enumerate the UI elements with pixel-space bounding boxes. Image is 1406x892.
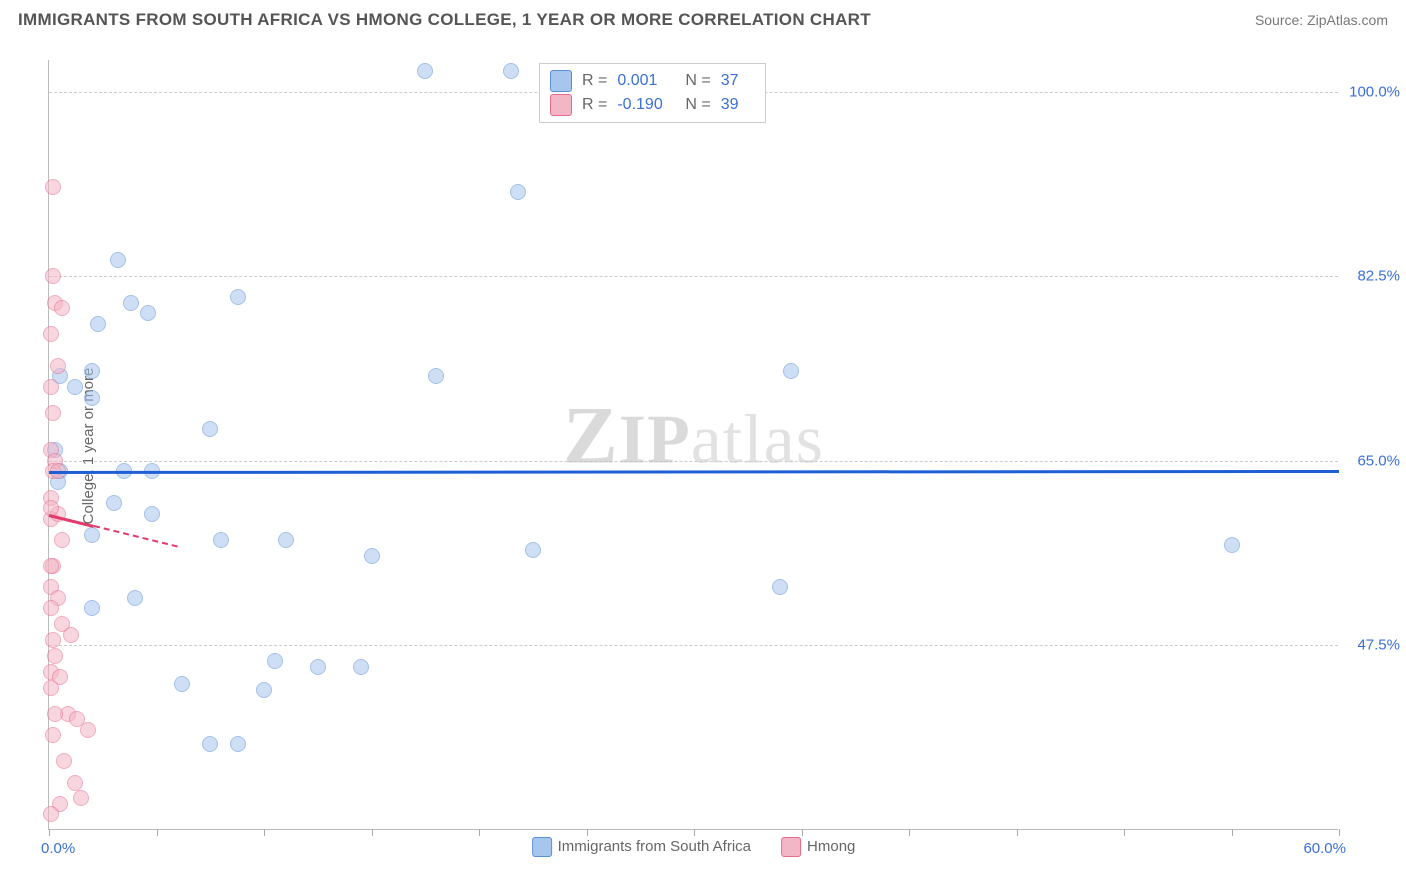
x-tick: [1124, 829, 1125, 836]
scatter-point: [106, 495, 122, 511]
x-tick: [49, 829, 50, 836]
x-tick: [694, 829, 695, 836]
gridline: [49, 645, 1338, 646]
scatter-point: [45, 179, 61, 195]
x-axis-min-label: 0.0%: [41, 840, 75, 857]
scatter-point: [63, 627, 79, 643]
scatter-point: [256, 682, 272, 698]
scatter-point: [202, 421, 218, 437]
scatter-point: [45, 727, 61, 743]
trendline: [94, 525, 178, 548]
x-tick: [479, 829, 480, 836]
scatter-point: [140, 305, 156, 321]
x-tick: [587, 829, 588, 836]
scatter-point: [428, 368, 444, 384]
scatter-point: [1224, 537, 1240, 553]
legend-swatch-icon: [550, 70, 572, 92]
legend-swatch-icon: [550, 94, 572, 116]
scatter-point: [54, 300, 70, 316]
scatter-point: [310, 659, 326, 675]
scatter-point: [56, 753, 72, 769]
gridline: [49, 276, 1338, 277]
scatter-point: [353, 659, 369, 675]
scatter-point: [230, 289, 246, 305]
scatter-point: [213, 532, 229, 548]
y-tick-label: 65.0%: [1357, 452, 1400, 469]
scatter-point: [80, 722, 96, 738]
scatter-point: [90, 316, 106, 332]
scatter-point: [43, 558, 59, 574]
n-value: 37: [721, 72, 751, 90]
scatter-point: [230, 736, 246, 752]
legend-item: Immigrants from South Africa: [532, 837, 751, 857]
scatter-point: [73, 790, 89, 806]
scatter-point: [43, 600, 59, 616]
scatter-point: [45, 632, 61, 648]
r-value: 0.001: [617, 72, 675, 90]
scatter-point: [783, 363, 799, 379]
chart-header: IMMIGRANTS FROM SOUTH AFRICA VS HMONG CO…: [0, 0, 1406, 40]
y-tick-label: 82.5%: [1357, 268, 1400, 285]
watermark: ZIPatlas: [563, 388, 824, 482]
correlation-legend: R = 0.001 N = 37 R = -0.190 N = 39: [539, 63, 766, 123]
x-axis-max-label: 60.0%: [1303, 840, 1346, 857]
scatter-point: [84, 600, 100, 616]
plot-area: ZIPatlas 47.5%65.0%82.5%100.0% 0.0% 60.0…: [48, 60, 1338, 830]
legend-swatch-icon: [781, 837, 801, 857]
scatter-point: [67, 379, 83, 395]
scatter-point: [84, 390, 100, 406]
scatter-point: [510, 184, 526, 200]
scatter-point: [43, 806, 59, 822]
scatter-point: [417, 63, 433, 79]
scatter-point: [43, 326, 59, 342]
x-tick: [264, 829, 265, 836]
x-tick: [372, 829, 373, 836]
scatter-point: [202, 736, 218, 752]
chart-source: Source: ZipAtlas.com: [1255, 12, 1388, 28]
scatter-point: [525, 542, 541, 558]
trendline: [49, 470, 1339, 474]
scatter-point: [772, 579, 788, 595]
scatter-point: [84, 527, 100, 543]
n-value: 39: [721, 96, 751, 114]
scatter-point: [50, 358, 66, 374]
r-value: -0.190: [617, 96, 675, 114]
x-tick: [909, 829, 910, 836]
scatter-point: [43, 680, 59, 696]
y-tick-label: 47.5%: [1357, 637, 1400, 654]
legend-item: Hmong: [781, 837, 855, 857]
scatter-point: [127, 590, 143, 606]
scatter-point: [144, 506, 160, 522]
legend-swatch-icon: [532, 837, 552, 857]
scatter-point: [110, 252, 126, 268]
scatter-point: [267, 653, 283, 669]
scatter-point: [174, 676, 190, 692]
x-tick: [157, 829, 158, 836]
scatter-point: [47, 648, 63, 664]
chart-title: IMMIGRANTS FROM SOUTH AFRICA VS HMONG CO…: [18, 10, 871, 30]
scatter-point: [503, 63, 519, 79]
scatter-point: [45, 405, 61, 421]
legend-row: R = 0.001 N = 37: [550, 70, 751, 92]
scatter-point: [54, 532, 70, 548]
legend-row: R = -0.190 N = 39: [550, 94, 751, 116]
scatter-point: [364, 548, 380, 564]
scatter-point: [45, 268, 61, 284]
scatter-point: [67, 775, 83, 791]
x-tick: [802, 829, 803, 836]
gridline: [49, 461, 1338, 462]
x-tick: [1017, 829, 1018, 836]
y-tick-label: 100.0%: [1349, 83, 1400, 100]
scatter-point: [123, 295, 139, 311]
series-legend: Immigrants from South Africa Hmong: [532, 837, 856, 857]
scatter-point: [47, 706, 63, 722]
x-tick: [1339, 829, 1340, 836]
scatter-point: [84, 363, 100, 379]
scatter-point: [278, 532, 294, 548]
x-tick: [1232, 829, 1233, 836]
scatter-point: [43, 379, 59, 395]
